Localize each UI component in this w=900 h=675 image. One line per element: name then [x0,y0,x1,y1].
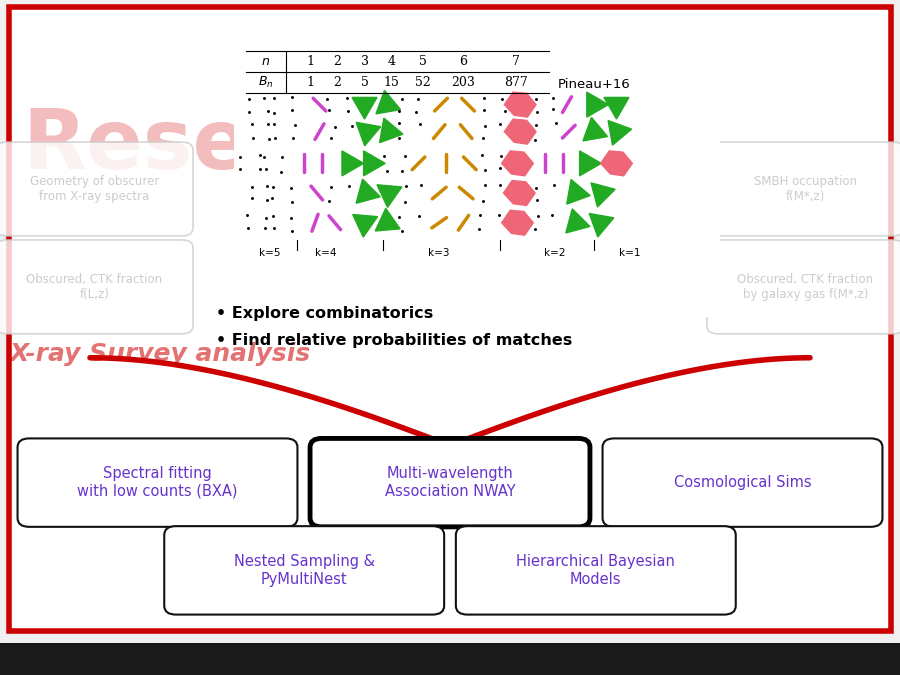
Text: k=4: k=4 [315,248,337,259]
Text: 877: 877 [504,76,527,89]
Text: 203: 203 [452,76,475,89]
Text: Nested Sampling &
PyMultiNest: Nested Sampling & PyMultiNest [234,554,374,587]
Text: • Find relative probabilities of matches: • Find relative probabilities of matches [216,333,572,348]
Text: 2: 2 [334,76,341,89]
Text: Obscured, CTK fraction
by galaxy gas f(M*,z): Obscured, CTK fraction by galaxy gas f(M… [737,273,874,301]
Text: 52: 52 [415,76,431,89]
Polygon shape [364,151,385,176]
Text: Pineau+16: Pineau+16 [558,78,631,91]
Text: Geometry of obscurer
from X-ray spectra: Geometry of obscurer from X-ray spectra [30,175,159,203]
Polygon shape [504,92,536,117]
Text: Multi-wavelength
Association NWAY: Multi-wavelength Association NWAY [384,466,516,499]
Text: $n$: $n$ [261,55,270,68]
Polygon shape [504,119,536,144]
FancyBboxPatch shape [0,142,193,236]
Text: 2: 2 [334,55,341,68]
FancyBboxPatch shape [165,526,445,614]
Text: • Explore combinatorics: • Explore combinatorics [216,306,433,321]
Text: Obscured, CTK fraction
f(L,z): Obscured, CTK fraction f(L,z) [26,273,163,301]
Text: k=1: k=1 [619,248,641,259]
Polygon shape [604,97,629,119]
Text: Cosmological Sims: Cosmological Sims [674,475,811,490]
Text: 5: 5 [361,76,368,89]
Text: 15: 15 [383,76,400,89]
Text: k=2: k=2 [544,248,565,259]
Polygon shape [380,118,403,142]
Text: 4: 4 [388,55,395,68]
Polygon shape [356,122,381,146]
Text: $B_n$: $B_n$ [257,75,274,90]
Polygon shape [587,92,608,117]
Polygon shape [583,117,608,141]
FancyBboxPatch shape [603,439,882,526]
Polygon shape [342,151,364,176]
Text: 5: 5 [419,55,427,68]
Polygon shape [353,215,378,237]
Polygon shape [352,97,377,119]
Polygon shape [591,183,615,207]
Polygon shape [567,180,590,204]
Polygon shape [501,151,534,176]
Polygon shape [566,209,590,233]
FancyBboxPatch shape [707,240,900,334]
Text: Hierarchical Bayesian
Models: Hierarchical Bayesian Models [517,554,675,587]
FancyBboxPatch shape [707,142,900,236]
Bar [0,643,900,675]
Text: k=3: k=3 [428,248,449,259]
Polygon shape [501,211,534,235]
Text: 7: 7 [512,55,519,68]
FancyBboxPatch shape [0,240,193,334]
Text: X-ray Survey analysis: X-ray Survey analysis [9,342,310,367]
Polygon shape [376,90,400,114]
FancyBboxPatch shape [456,526,736,614]
Polygon shape [600,151,633,176]
FancyBboxPatch shape [9,7,891,631]
Polygon shape [375,209,401,231]
FancyBboxPatch shape [18,439,297,526]
Text: SMBH occupation
f(M*,z): SMBH occupation f(M*,z) [754,175,857,203]
Text: 1: 1 [307,76,314,89]
Text: 1: 1 [307,55,314,68]
Polygon shape [377,185,402,207]
Polygon shape [608,121,632,145]
Text: 3: 3 [361,55,368,68]
Text: Spectral fitting
with low counts (BXA): Spectral fitting with low counts (BXA) [77,466,238,499]
Text: Rese: Rese [22,105,249,186]
Polygon shape [503,181,536,205]
Polygon shape [356,179,380,203]
Polygon shape [580,151,601,176]
Polygon shape [590,213,614,237]
Text: 6: 6 [460,55,467,68]
Text: k=5: k=5 [259,248,281,259]
Bar [234,88,720,317]
FancyBboxPatch shape [310,439,590,526]
